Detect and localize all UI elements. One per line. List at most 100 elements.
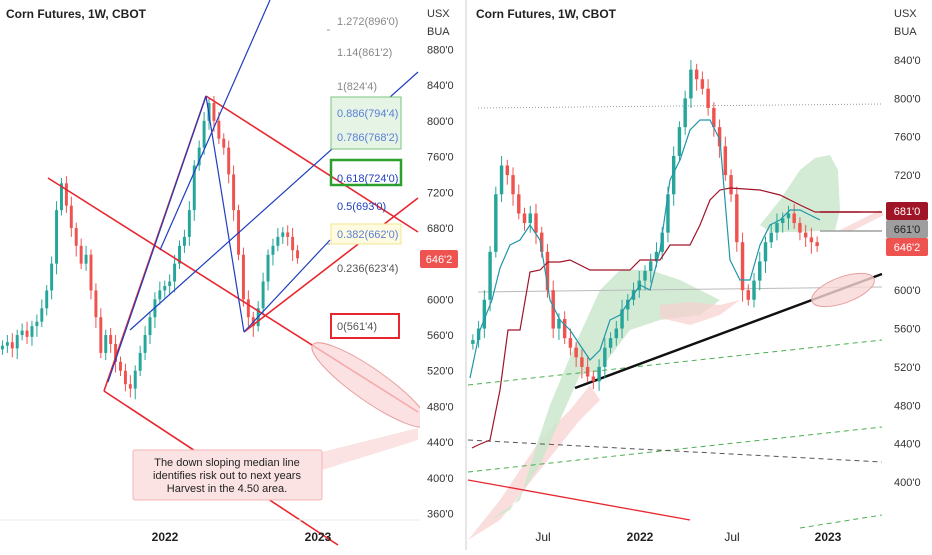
time-tick-label: 2022 [152,530,179,544]
candle-body [286,232,290,237]
cloud-green-lower [490,270,720,520]
candle-body [222,138,226,148]
candle-body [35,321,39,327]
candle-body [99,317,103,353]
candle-body [786,213,791,219]
candle-body [654,251,659,262]
left-axis-unit-line-1: USX [427,8,450,20]
price-tick-label: 760'0 [427,152,454,164]
right-candles [471,60,819,391]
candle-body [649,261,653,271]
candle-body [671,155,676,195]
candle-body [74,227,78,246]
tenkan-line [469,119,821,379]
candle-body [614,328,619,339]
candle-body [603,347,607,367]
price-tick-label: 840'0 [427,80,454,92]
candle-body [568,338,573,348]
badge-681-label: 681'0 [894,206,921,218]
candle-body [182,236,186,246]
left-axis-unit-line-2: BUA [427,26,450,38]
price-tick-label: 480'0 [427,401,454,413]
candle-body [20,330,24,336]
candle-body [746,290,750,300]
right-axis-unit-line-2: BUA [894,26,917,38]
left-chart-title: Corn Futures, 1W, CBOT [6,7,147,21]
price-tick-label: 520'0 [427,366,454,378]
candle-body [192,165,196,211]
time-tick-label: Jul [724,530,739,544]
right-panel: USX BUA 840'0800'0760'0720'0680'0600'056… [467,0,932,550]
candle-body [557,318,561,329]
channel-bottom-line [243,239,331,333]
candle-body [128,384,132,389]
price-tick-label: 400'0 [894,477,921,489]
candle-body [574,347,578,358]
candle-body [580,357,584,367]
fib-level-1272: 1.272(896'0) [337,16,398,28]
fib-box-zero [330,313,400,339]
fib-zone-yellow [330,223,402,245]
badge-646 [886,238,928,256]
price-tick-label: 520'0 [894,362,921,374]
fib-level-0382: 0.382(662'0) [337,229,398,241]
price-tick-label: 680'0 [427,223,454,235]
candle-body [591,376,596,382]
gray-support-line [477,286,883,293]
candle-body [517,194,521,214]
candle-body [562,318,567,339]
candle-body [792,213,796,224]
candle-body [84,254,88,264]
badge-681 [886,202,928,220]
candle-body [752,280,756,300]
candle-body [202,120,206,148]
price-tick-label: 440'0 [894,439,921,451]
candle-body [138,352,142,371]
candle-body [712,107,716,128]
green-dashed-line-1 [467,339,883,386]
candle-body [815,242,819,247]
candle-body [780,218,785,224]
left-current-price-badge [420,250,458,268]
right-price-axis: USX BUA 840'0800'0760'0720'0680'0600'056… [884,0,932,550]
left-panel: 1.272(896'0) 1.14(861'2) 1(824'4) 0.886(… [0,0,460,550]
candle-body [143,335,147,353]
candle-body [700,79,705,89]
candle-body [178,245,181,264]
fib-level-0: 0(561'4) [337,321,377,333]
candle-body [266,254,270,282]
candle-body [114,343,118,362]
price-tick-label: 600'0 [894,285,921,297]
candle-body [241,254,245,300]
fib-level-1: 1(824'4) [337,81,377,93]
pitchfork-handle-top [205,95,419,233]
candle-body [494,194,498,252]
candle-body [89,254,93,291]
fib-zone-green [330,96,402,150]
candle-body [522,213,527,224]
callout-text-line-3: Harvest in the 4.50 area. [167,483,287,495]
candle-body [626,299,630,310]
candle-body [545,251,550,291]
candle-body [597,366,601,382]
callout-text-line-2: identifies risk out to next years [153,470,301,482]
candle-body [488,251,492,300]
fib-level-0236: 0.236(623'4) [337,263,398,275]
candle-body [50,263,54,291]
ichimoku-cloud [468,155,884,540]
candle-body [551,290,555,329]
candle-body [482,299,487,329]
candle-body [694,69,699,80]
candle-body [763,242,768,262]
candle-body [119,361,122,371]
fib-level-0618: 0.618(724'0) [337,173,398,185]
time-tick-label: Jul [535,530,550,544]
candle-body [758,261,762,281]
channel-inner-line [205,95,245,333]
callout-box [132,449,323,501]
reference-lines [467,103,883,529]
candle-body [540,232,544,252]
green-dashed-line-3 [799,514,883,529]
candle-body [10,342,14,349]
candle-body [60,183,63,211]
